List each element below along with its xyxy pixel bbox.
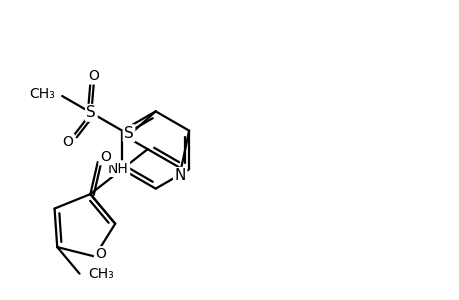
Text: S: S <box>86 105 96 120</box>
Text: O: O <box>95 248 106 262</box>
Text: O: O <box>100 150 111 164</box>
Text: S: S <box>124 126 134 141</box>
Text: N: N <box>174 168 185 183</box>
Text: O: O <box>88 69 99 83</box>
Text: CH₃: CH₃ <box>88 267 114 281</box>
Text: CH₃: CH₃ <box>29 86 55 100</box>
Text: NH: NH <box>108 162 129 176</box>
Text: O: O <box>62 135 73 149</box>
